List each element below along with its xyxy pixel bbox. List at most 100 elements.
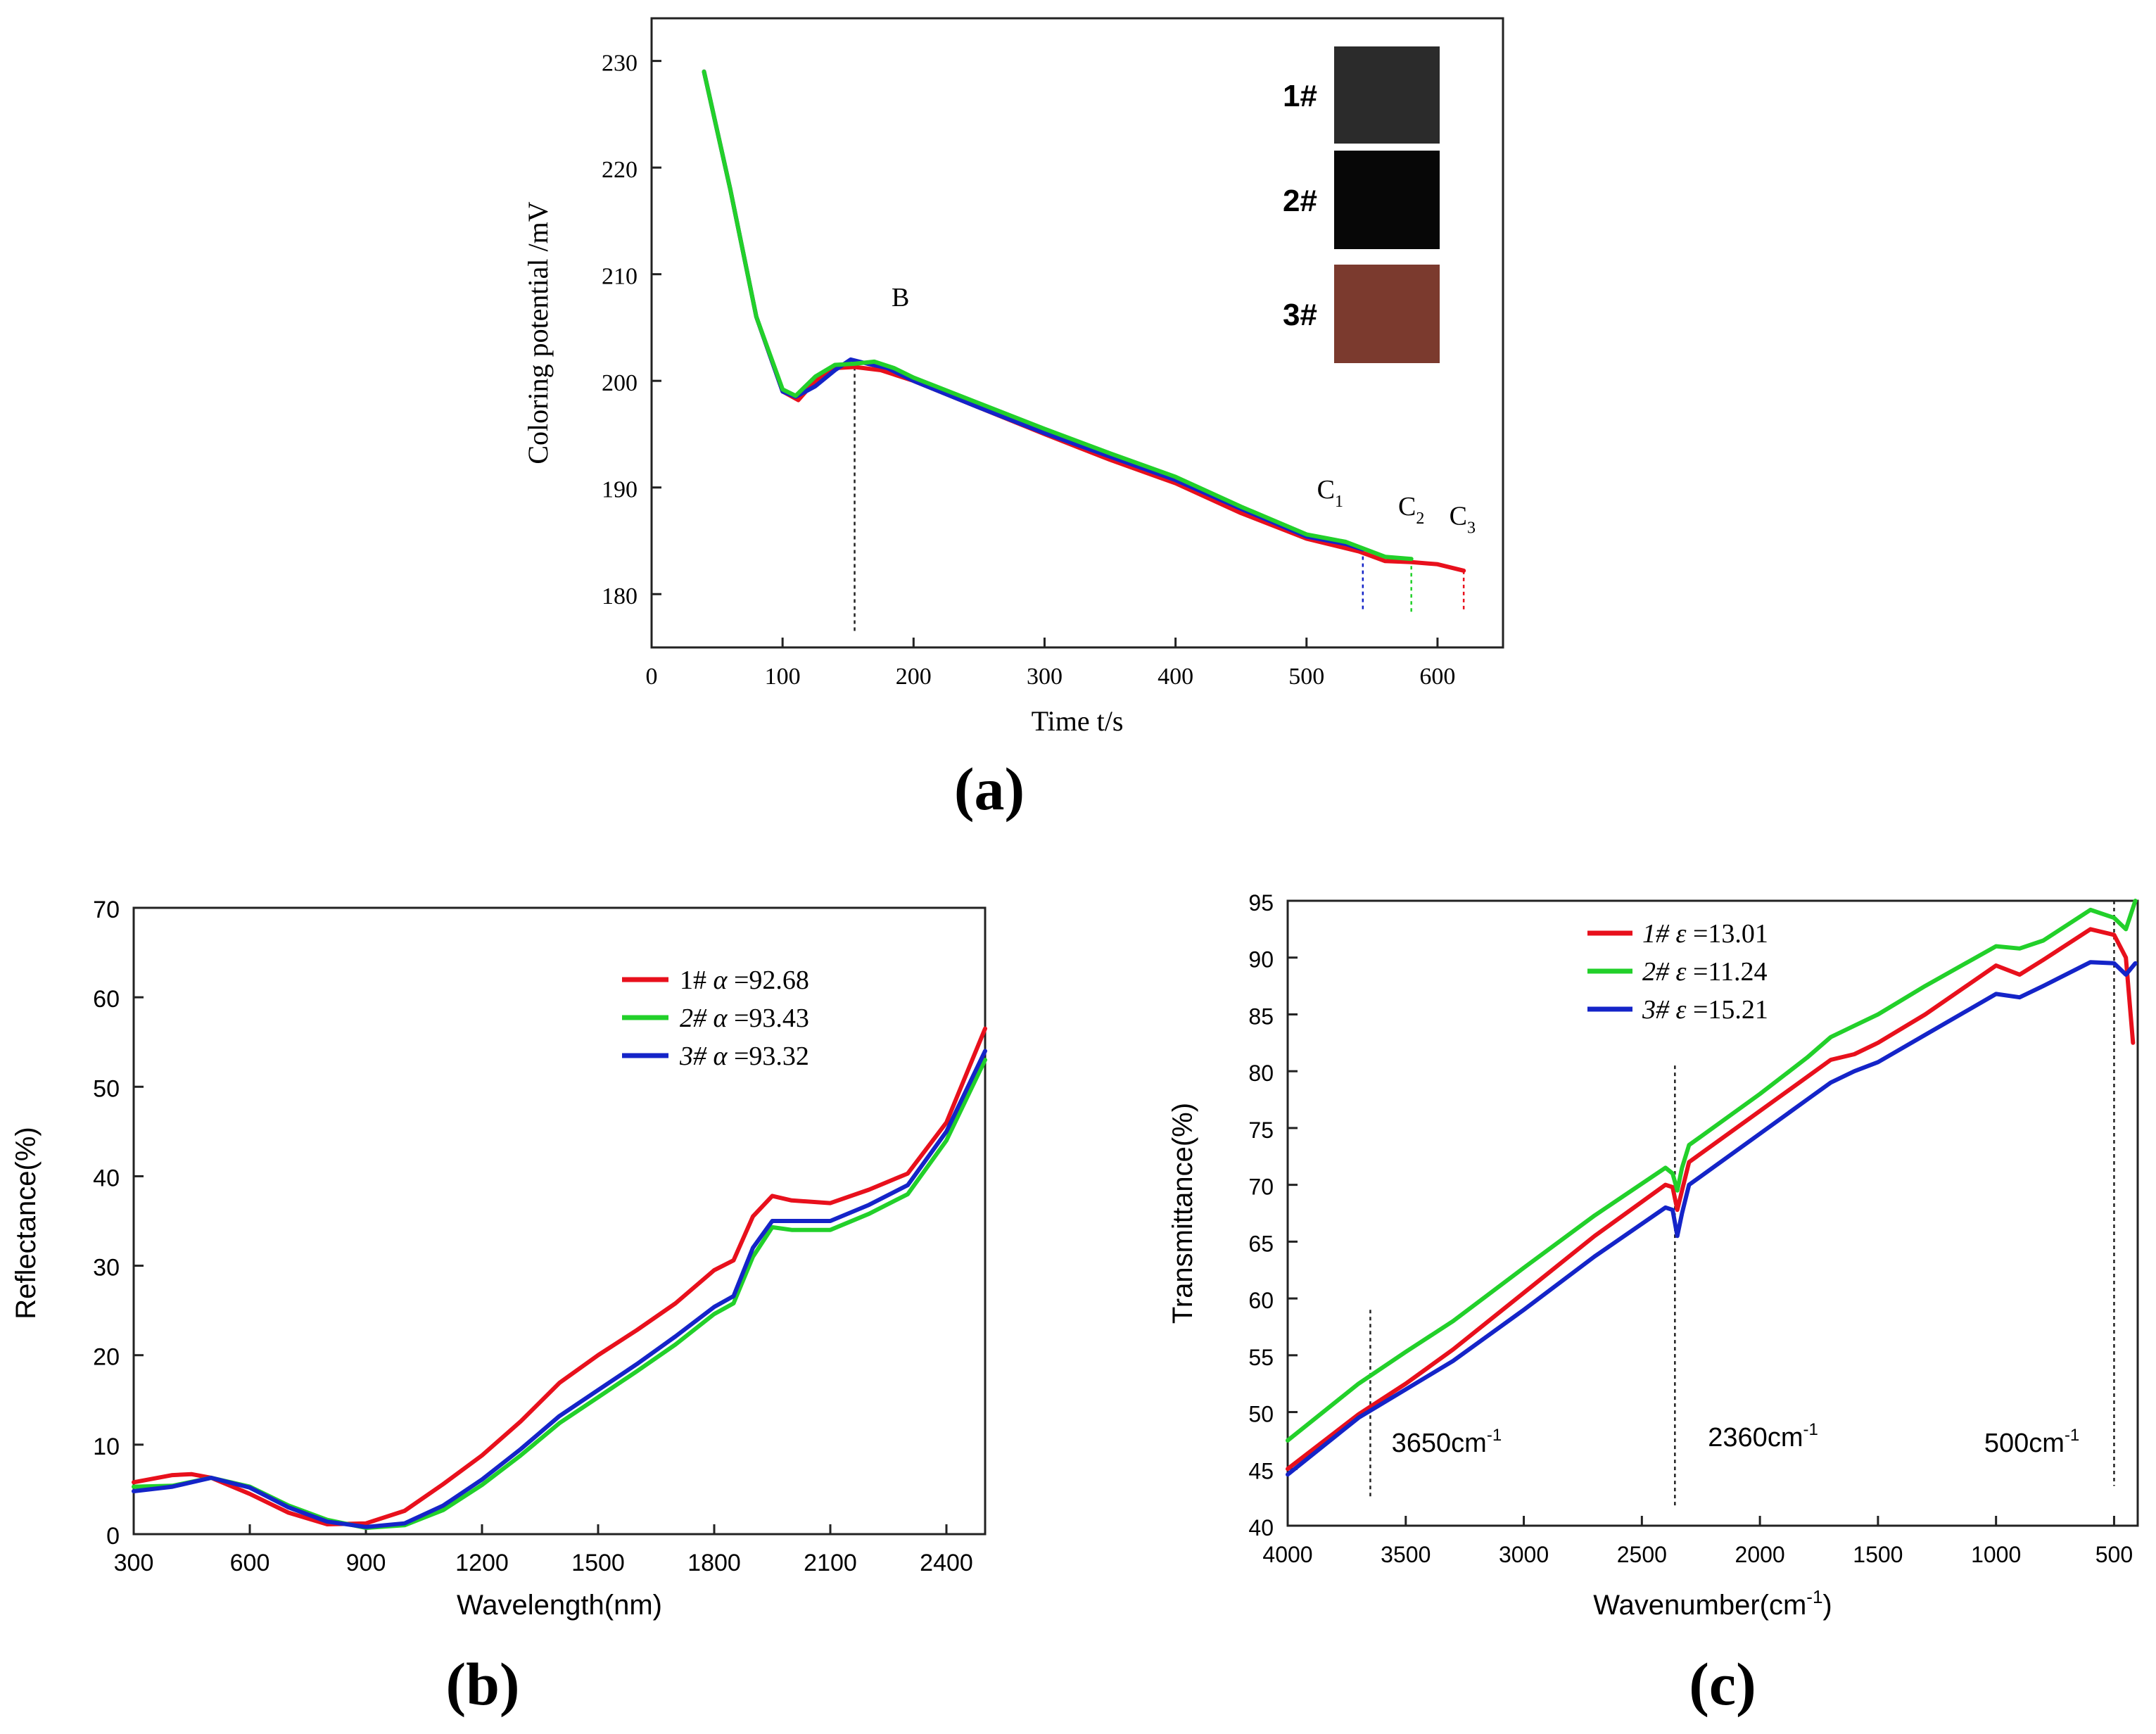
- chart-c-ytick-label: 50: [1248, 1402, 1274, 1427]
- chart-a-series-1: [702, 69, 1365, 552]
- chart-c-ytick-label: 80: [1248, 1061, 1274, 1086]
- chart-c-legend-label: 3# ε =15.21: [1642, 995, 1768, 1025]
- chart-a-xtick-label: 0: [646, 664, 658, 690]
- chart-b-ytick-label: 40: [93, 1165, 120, 1191]
- chart-c-ytick-label: 60: [1248, 1288, 1274, 1313]
- chart-a-series: [702, 69, 1466, 573]
- chart-b-xtick-label: 2400: [920, 1550, 973, 1576]
- chart-a-inset-label: 3#: [1283, 298, 1317, 332]
- chart-a-annotation: C3: [1450, 502, 1476, 538]
- chart-c-frame: [1286, 899, 2139, 1527]
- chart-c-xtick-label: 2500: [1617, 1542, 1667, 1567]
- chart-b-legend-label: 1# α =92.68: [680, 966, 809, 995]
- chart-c-ytick-label: 70: [1248, 1175, 1274, 1200]
- chart-c-ticks: 4000 3500 3000 2500 2000 1500 1000 500 40 45 50 55 6…: [1248, 890, 2133, 1567]
- chart-c-ytick-label: 85: [1248, 1004, 1274, 1029]
- chart-b-legend: 1# α =92.68 2# α =93.43 3# α =93.32: [622, 966, 809, 1071]
- chart-b-frame: [132, 906, 987, 1536]
- chart-a-ytick-label: 200: [602, 370, 638, 396]
- chart-b-series-1: [132, 1026, 987, 1526]
- chart-c-vline-label: 2360cm-1: [1708, 1420, 1818, 1453]
- chart-c-xtick-label: 3500: [1381, 1542, 1431, 1567]
- chart-c-xtick-label: 1500: [1853, 1542, 1903, 1567]
- chart-a-frame: [650, 17, 1504, 649]
- chart-b-ytick-label: 30: [93, 1255, 120, 1281]
- chart-c-legend: 1# ε =13.01 2# ε =11.24 3# ε =15.21: [1587, 919, 1768, 1025]
- chart-b-xtick-label: 1500: [571, 1550, 625, 1576]
- chart-a: 0 100 200 300 400 500 600 180 190 200 210 220 230 1#…: [522, 17, 1504, 823]
- chart-b-xtick-label: 300: [114, 1550, 154, 1576]
- chart-a-inset-label: 2#: [1283, 184, 1317, 218]
- chart-c-ytick-label: 90: [1248, 947, 1274, 973]
- chart-b-legend-label: 3# α =93.32: [679, 1042, 809, 1071]
- chart-a-ytick-label: 210: [602, 264, 638, 290]
- chart-b-ytick-label: 60: [93, 986, 120, 1013]
- chart-a-ylabel: Coloring potential /mV: [522, 201, 554, 464]
- chart-b-ytick-label: 10: [93, 1434, 120, 1460]
- chart-a-inset-swatch: [1334, 265, 1440, 363]
- chart-a-xtick-label: 200: [896, 664, 932, 690]
- chart-a-xtick-label: 400: [1158, 664, 1193, 690]
- chart-c-ytick-label: 45: [1248, 1458, 1274, 1483]
- chart-b-legend-label: 2# α =93.43: [680, 1004, 809, 1033]
- chart-a-annotation: C2: [1398, 492, 1424, 528]
- chart-c: 4000 3500 3000 2500 2000 1500 1000 500 40 45 50 55 6…: [1167, 890, 2139, 1718]
- chart-c-series-1: [1286, 927, 2136, 1472]
- chart-c-vlines: 3650cm-1 2360cm-1 500cm-1: [1369, 901, 2115, 1509]
- chart-a-ticks: 0 100 200 300 400 500 600 180 190 200 210 220 230: [602, 51, 1455, 690]
- chart-c-xtick-label: 500: [2095, 1542, 2133, 1567]
- chart-c-vline-label: 500cm-1: [1984, 1426, 2079, 1458]
- chart-b-ticks: 300 600 900 1200 1500 1800 2100 2400 0 10 20 30 40 50…: [93, 897, 973, 1576]
- chart-a-xtick-label: 600: [1419, 664, 1455, 690]
- chart-a-ytick-label: 180: [602, 583, 638, 609]
- chart-c-ytick-label: 40: [1248, 1515, 1274, 1540]
- chart-c-legend-label: 2# ε =11.24: [1642, 957, 1768, 987]
- chart-b-xtick-label: 2100: [804, 1550, 857, 1576]
- chart-a-ytick-label: 230: [602, 51, 638, 77]
- chart-c-xlabel: Wavenumber(cm-1): [1593, 1586, 1832, 1621]
- chart-a-panel-label: (a): [954, 755, 1025, 823]
- chart-a-xtick-label: 100: [765, 664, 801, 690]
- chart-c-xtick-label: 1000: [1971, 1542, 2021, 1567]
- chart-c-ytick-label: 95: [1248, 890, 1274, 916]
- chart-c-ytick-label: 75: [1248, 1118, 1274, 1143]
- chart-b-series: [132, 1026, 987, 1531]
- chart-a-ytick-label: 220: [602, 157, 638, 183]
- chart-c-ytick-label: 55: [1248, 1345, 1274, 1370]
- chart-b-panel-label: (b): [445, 1650, 519, 1718]
- chart-c-legend-label: 1# ε =13.01: [1642, 919, 1768, 949]
- chart-c-xtick-label: 4000: [1262, 1542, 1312, 1567]
- chart-b-ytick-label: 0: [106, 1523, 120, 1550]
- chart-c-series: [1286, 899, 2138, 1477]
- chart-c-xtick-label: 2000: [1735, 1542, 1785, 1567]
- chart-c-ytick-label: 65: [1248, 1231, 1274, 1256]
- chart-c-series-2: [1286, 899, 2138, 1443]
- chart-a-xlabel: Time t/s: [1032, 705, 1124, 737]
- chart-b-xlabel: Wavelength(nm): [457, 1590, 662, 1621]
- chart-b-ylabel: Reflectance(%): [11, 1127, 42, 1319]
- chart-b-xtick-label: 600: [230, 1550, 270, 1576]
- chart-a-inset-swatch: [1334, 151, 1440, 249]
- chart-c-panel-label: (c): [1689, 1650, 1756, 1718]
- chart-b: 300 600 900 1200 1500 1800 2100 2400 0 10 20 30 40 50…: [11, 897, 987, 1718]
- chart-b-ytick-label: 20: [93, 1344, 120, 1371]
- chart-b-series-3: [132, 1049, 987, 1529]
- chart-a-xtick-label: 300: [1027, 664, 1063, 690]
- chart-c-ylabel: Transmittance(%): [1167, 1103, 1198, 1324]
- chart-c-series-3: [1286, 960, 2138, 1477]
- chart-a-inset-swatch: [1334, 46, 1440, 144]
- chart-a-inset-label: 1#: [1283, 79, 1317, 113]
- chart-a-annotation: B: [892, 283, 909, 312]
- chart-c-vline-label: 3650cm-1: [1392, 1426, 1502, 1458]
- chart-b-series-2: [132, 1058, 987, 1531]
- chart-b-ytick-label: 70: [93, 897, 120, 923]
- chart-b-ytick-label: 50: [93, 1075, 120, 1102]
- chart-a-ytick-label: 190: [602, 477, 638, 503]
- chart-b-xtick-label: 1800: [687, 1550, 741, 1576]
- chart-c-xtick-label: 3000: [1499, 1542, 1549, 1567]
- chart-a-series-2: [702, 69, 1414, 562]
- chart-a-annotation: C1: [1317, 475, 1343, 511]
- chart-a-inset: 1# 2# 3#: [1283, 46, 1440, 363]
- chart-b-xtick-label: 1200: [455, 1550, 509, 1576]
